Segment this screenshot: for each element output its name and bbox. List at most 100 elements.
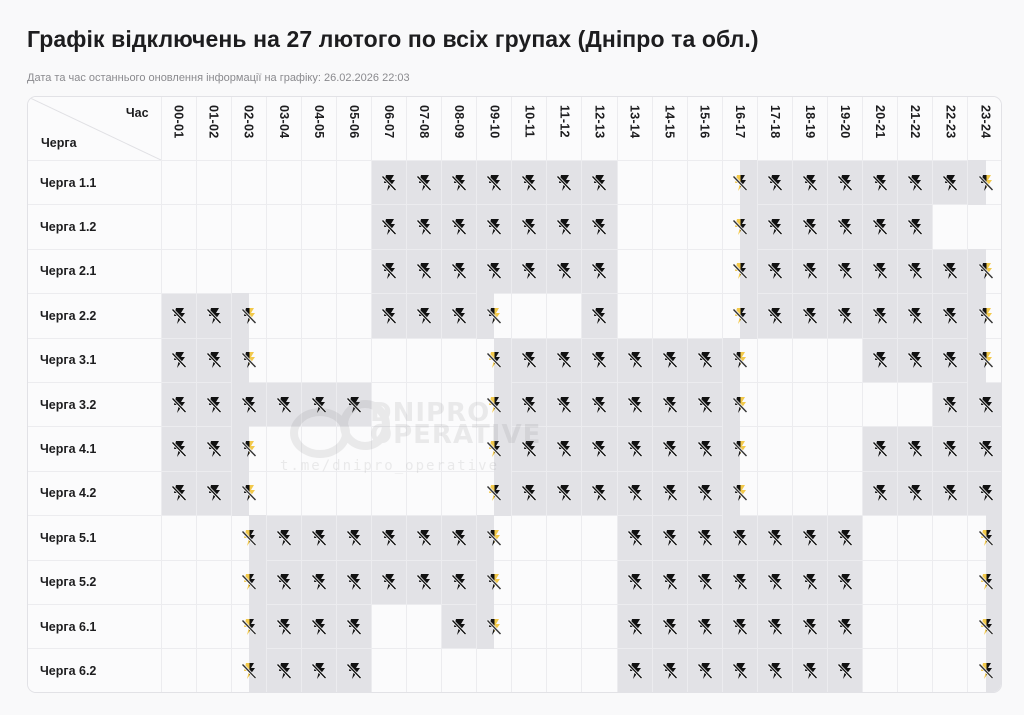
outage-cell bbox=[581, 204, 618, 250]
hour-range-label: 22-23 bbox=[943, 105, 958, 139]
outage-cell bbox=[616, 426, 653, 472]
outage-cell bbox=[756, 559, 793, 605]
outage-cell bbox=[756, 603, 793, 650]
outage-cell bbox=[441, 603, 478, 650]
half-outage-fill bbox=[739, 248, 757, 295]
queue-label: Черга 5.1 bbox=[28, 515, 162, 561]
outage-cell bbox=[686, 648, 723, 692]
power-on-cell bbox=[230, 204, 267, 250]
outage-cell bbox=[826, 648, 864, 692]
outage-cell bbox=[791, 559, 829, 605]
half-outage-fill bbox=[968, 160, 986, 206]
queue-row: Черга 6.2 bbox=[28, 648, 1001, 692]
half-hour-outage-cell bbox=[230, 648, 267, 692]
power-on-cell bbox=[791, 337, 829, 383]
outage-cell bbox=[651, 337, 688, 383]
power-on-cell bbox=[441, 337, 478, 383]
outage-cell bbox=[546, 426, 583, 472]
hour-column-header: 22-23 bbox=[932, 97, 969, 161]
outage-cell bbox=[756, 515, 793, 561]
outage-cell bbox=[476, 159, 513, 206]
half-outage-fill bbox=[231, 293, 249, 339]
power-on-cell bbox=[511, 515, 548, 561]
outage-cell bbox=[511, 204, 548, 250]
power-on-cell bbox=[826, 381, 864, 428]
power-on-cell bbox=[265, 470, 302, 517]
queue-label: Черга 4.2 bbox=[28, 470, 162, 517]
half-outage-fill bbox=[739, 204, 757, 250]
outage-cell bbox=[932, 426, 969, 472]
half-hour-outage-cell bbox=[721, 204, 758, 250]
power-on-cell bbox=[370, 381, 408, 428]
half-hour-outage-cell bbox=[967, 648, 1001, 692]
power-on-cell bbox=[686, 293, 723, 339]
power-on-cell bbox=[756, 337, 793, 383]
outage-cell bbox=[160, 426, 197, 472]
power-on-cell bbox=[616, 293, 653, 339]
half-outage-fill bbox=[494, 381, 512, 428]
outage-cell bbox=[791, 159, 829, 206]
outage-cell bbox=[932, 159, 969, 206]
hour-axis-label: Час bbox=[125, 106, 149, 120]
power-on-cell bbox=[265, 337, 302, 383]
hour-range-label: 23-24 bbox=[978, 105, 993, 139]
power-on-cell bbox=[756, 470, 793, 517]
outage-cell bbox=[335, 603, 372, 650]
power-on-cell bbox=[441, 470, 478, 517]
half-hour-outage-cell bbox=[967, 248, 1001, 295]
outage-cell bbox=[721, 515, 758, 561]
outage-cell bbox=[546, 381, 583, 428]
power-on-cell bbox=[932, 515, 969, 561]
outage-cell bbox=[265, 603, 302, 650]
power-on-cell bbox=[862, 603, 899, 650]
power-on-cell bbox=[160, 559, 197, 605]
power-on-cell bbox=[476, 648, 513, 692]
outage-cell bbox=[300, 648, 337, 692]
half-hour-outage-cell bbox=[721, 248, 758, 295]
outage-cell bbox=[160, 470, 197, 517]
queue-row: Черга 5.1 bbox=[28, 515, 1001, 561]
power-on-cell bbox=[300, 293, 337, 339]
power-on-cell bbox=[581, 603, 618, 650]
outage-cell bbox=[476, 248, 513, 295]
outage-cell bbox=[616, 337, 653, 383]
outage-cell bbox=[581, 159, 618, 206]
power-on-cell bbox=[230, 159, 267, 206]
power-on-cell bbox=[862, 515, 899, 561]
outage-cell bbox=[300, 515, 337, 561]
half-hour-outage-cell bbox=[230, 293, 267, 339]
outage-cell bbox=[406, 515, 443, 561]
outage-cell bbox=[441, 248, 478, 295]
outage-cell bbox=[546, 159, 583, 206]
power-on-cell bbox=[826, 470, 864, 517]
outage-cell bbox=[932, 293, 969, 339]
hour-range-label: 02-03 bbox=[241, 105, 256, 139]
half-outage-fill bbox=[494, 426, 512, 472]
half-outage-fill bbox=[985, 515, 1001, 561]
outage-cell bbox=[160, 381, 197, 428]
hour-column-header: 00-01 bbox=[160, 97, 197, 161]
hour-range-label: 19-20 bbox=[838, 105, 853, 139]
hour-column-header: 13-14 bbox=[616, 97, 653, 161]
outage-cell bbox=[756, 204, 793, 250]
hour-column-header: 02-03 bbox=[230, 97, 267, 161]
power-on-cell bbox=[932, 648, 969, 692]
power-on-cell bbox=[370, 426, 408, 472]
power-on-cell bbox=[335, 337, 372, 383]
power-on-cell bbox=[160, 159, 197, 206]
hour-range-label: 00-01 bbox=[171, 105, 186, 139]
half-hour-outage-cell bbox=[967, 159, 1001, 206]
power-on-cell bbox=[406, 337, 443, 383]
power-on-cell bbox=[300, 204, 337, 250]
power-on-cell bbox=[897, 603, 934, 650]
half-hour-outage-cell bbox=[967, 293, 1001, 339]
outage-cell bbox=[616, 603, 653, 650]
outage-cell bbox=[756, 293, 793, 339]
power-on-cell bbox=[897, 559, 934, 605]
outage-cell bbox=[335, 381, 372, 428]
outage-cell bbox=[651, 559, 688, 605]
outage-cell bbox=[686, 515, 723, 561]
outage-cell bbox=[862, 204, 899, 250]
power-on-cell bbox=[195, 159, 232, 206]
power-on-cell bbox=[897, 381, 934, 428]
